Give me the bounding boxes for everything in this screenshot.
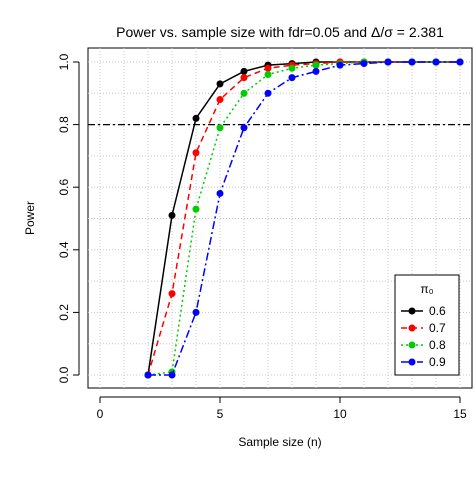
data-point [216, 124, 224, 132]
legend-title: π₀ [420, 282, 433, 296]
data-point [240, 67, 248, 75]
legend-box [394, 274, 460, 376]
legend-swatch-dot [408, 324, 416, 332]
data-point [144, 371, 152, 379]
data-point [312, 67, 320, 75]
data-point [192, 149, 200, 157]
data-point [432, 58, 440, 66]
legend-swatch-dot [408, 358, 416, 366]
data-point [264, 89, 272, 97]
data-point [168, 290, 176, 298]
data-point [408, 58, 416, 66]
y-tick-label: 0.6 [57, 179, 71, 196]
y-tick-label: 1.0 [57, 53, 71, 70]
y-tick-label: 0.0 [57, 366, 71, 383]
y-axis-label: Power [23, 201, 37, 235]
legend-label: 0.6 [429, 304, 446, 318]
data-point [360, 60, 368, 68]
x-tick-label: 5 [217, 407, 224, 421]
data-point [384, 58, 392, 66]
data-point [192, 114, 200, 122]
series-0.9 [144, 58, 464, 379]
data-point [216, 96, 224, 104]
data-point [192, 308, 200, 316]
x-tick-label: 0 [97, 407, 104, 421]
legend-label: 0.9 [429, 355, 446, 369]
chart-title: Power vs. sample size with fdr=0.05 and … [116, 24, 444, 40]
data-point [240, 124, 248, 132]
data-point [168, 371, 176, 379]
y-tick-label: 0.2 [57, 304, 71, 321]
legend-label: 0.7 [429, 321, 446, 335]
data-point [192, 205, 200, 213]
legend-swatch-dot [408, 307, 416, 315]
series-group [144, 58, 464, 379]
axes: 0 5 10 15 0.0 0.2 0.4 0.6 0.8 1.0 [57, 53, 467, 421]
data-point [240, 74, 248, 82]
data-point [168, 211, 176, 219]
data-point [312, 61, 320, 69]
x-axis-label: Sample size (n) [238, 435, 321, 449]
data-point [264, 64, 272, 72]
data-point [336, 61, 344, 69]
y-tick-label: 0.8 [57, 116, 71, 133]
data-point [216, 80, 224, 88]
data-point [216, 189, 224, 197]
data-point [264, 71, 272, 79]
x-tick-label: 15 [453, 407, 467, 421]
x-tick-label: 10 [333, 407, 347, 421]
y-tick-label: 0.4 [57, 241, 71, 258]
data-point [288, 64, 296, 72]
legend: π₀ 0.6 0.7 0.8 0.9 [394, 274, 460, 376]
data-point [456, 58, 464, 66]
data-point [288, 74, 296, 82]
data-point [240, 89, 248, 97]
series-line [148, 61, 460, 376]
legend-label: 0.8 [429, 338, 446, 352]
legend-swatch-dot [408, 341, 416, 349]
